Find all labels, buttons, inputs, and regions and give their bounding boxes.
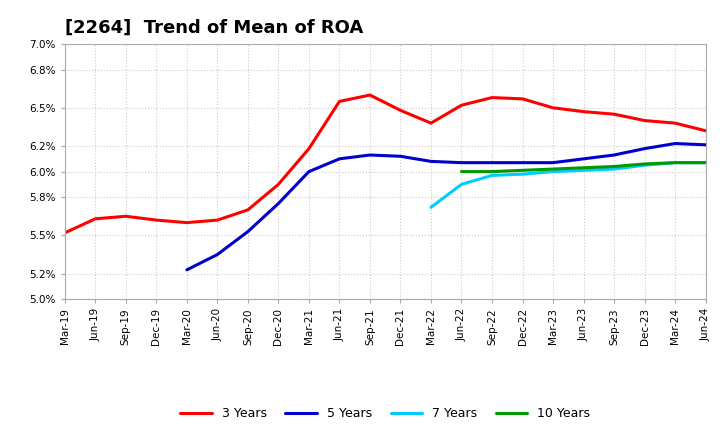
5 Years	[335, 156, 343, 161]
5 Years	[640, 146, 649, 151]
3 Years	[152, 217, 161, 223]
7 Years	[549, 169, 557, 174]
3 Years	[640, 118, 649, 123]
3 Years	[122, 214, 130, 219]
3 Years	[366, 92, 374, 98]
7 Years	[518, 172, 527, 177]
7 Years	[457, 182, 466, 187]
3 Years	[60, 230, 69, 235]
Line: 5 Years: 5 Years	[187, 143, 706, 270]
5 Years	[579, 156, 588, 161]
Line: 7 Years: 7 Years	[431, 163, 706, 207]
3 Years	[243, 207, 252, 213]
5 Years	[396, 154, 405, 159]
3 Years	[305, 146, 313, 151]
3 Years	[213, 217, 222, 223]
Legend: 3 Years, 5 Years, 7 Years, 10 Years: 3 Years, 5 Years, 7 Years, 10 Years	[176, 403, 595, 425]
5 Years	[549, 160, 557, 165]
5 Years	[701, 142, 710, 147]
10 Years	[640, 161, 649, 167]
Line: 3 Years: 3 Years	[65, 95, 706, 233]
5 Years	[213, 252, 222, 257]
10 Years	[701, 160, 710, 165]
10 Years	[457, 169, 466, 174]
5 Years	[243, 229, 252, 234]
5 Years	[610, 152, 618, 158]
7 Years	[427, 205, 436, 210]
10 Years	[579, 165, 588, 170]
5 Years	[487, 160, 496, 165]
3 Years	[335, 99, 343, 104]
3 Years	[518, 96, 527, 102]
10 Years	[518, 168, 527, 173]
Text: [2264]  Trend of Mean of ROA: [2264] Trend of Mean of ROA	[65, 19, 363, 37]
5 Years	[366, 152, 374, 158]
7 Years	[579, 168, 588, 173]
3 Years	[396, 108, 405, 113]
7 Years	[487, 173, 496, 178]
7 Years	[671, 160, 680, 165]
5 Years	[183, 267, 192, 272]
3 Years	[274, 182, 283, 187]
5 Years	[427, 159, 436, 164]
3 Years	[427, 121, 436, 126]
3 Years	[487, 95, 496, 100]
3 Years	[610, 112, 618, 117]
7 Years	[640, 163, 649, 168]
5 Years	[305, 169, 313, 174]
Line: 10 Years: 10 Years	[462, 163, 706, 172]
10 Years	[610, 164, 618, 169]
3 Years	[457, 103, 466, 108]
3 Years	[183, 220, 192, 225]
5 Years	[274, 201, 283, 206]
10 Years	[549, 166, 557, 172]
3 Years	[701, 128, 710, 133]
7 Years	[610, 166, 618, 172]
10 Years	[487, 169, 496, 174]
7 Years	[701, 160, 710, 165]
3 Years	[91, 216, 99, 221]
5 Years	[671, 141, 680, 146]
3 Years	[671, 121, 680, 126]
3 Years	[579, 109, 588, 114]
5 Years	[457, 160, 466, 165]
3 Years	[549, 105, 557, 110]
5 Years	[518, 160, 527, 165]
10 Years	[671, 160, 680, 165]
